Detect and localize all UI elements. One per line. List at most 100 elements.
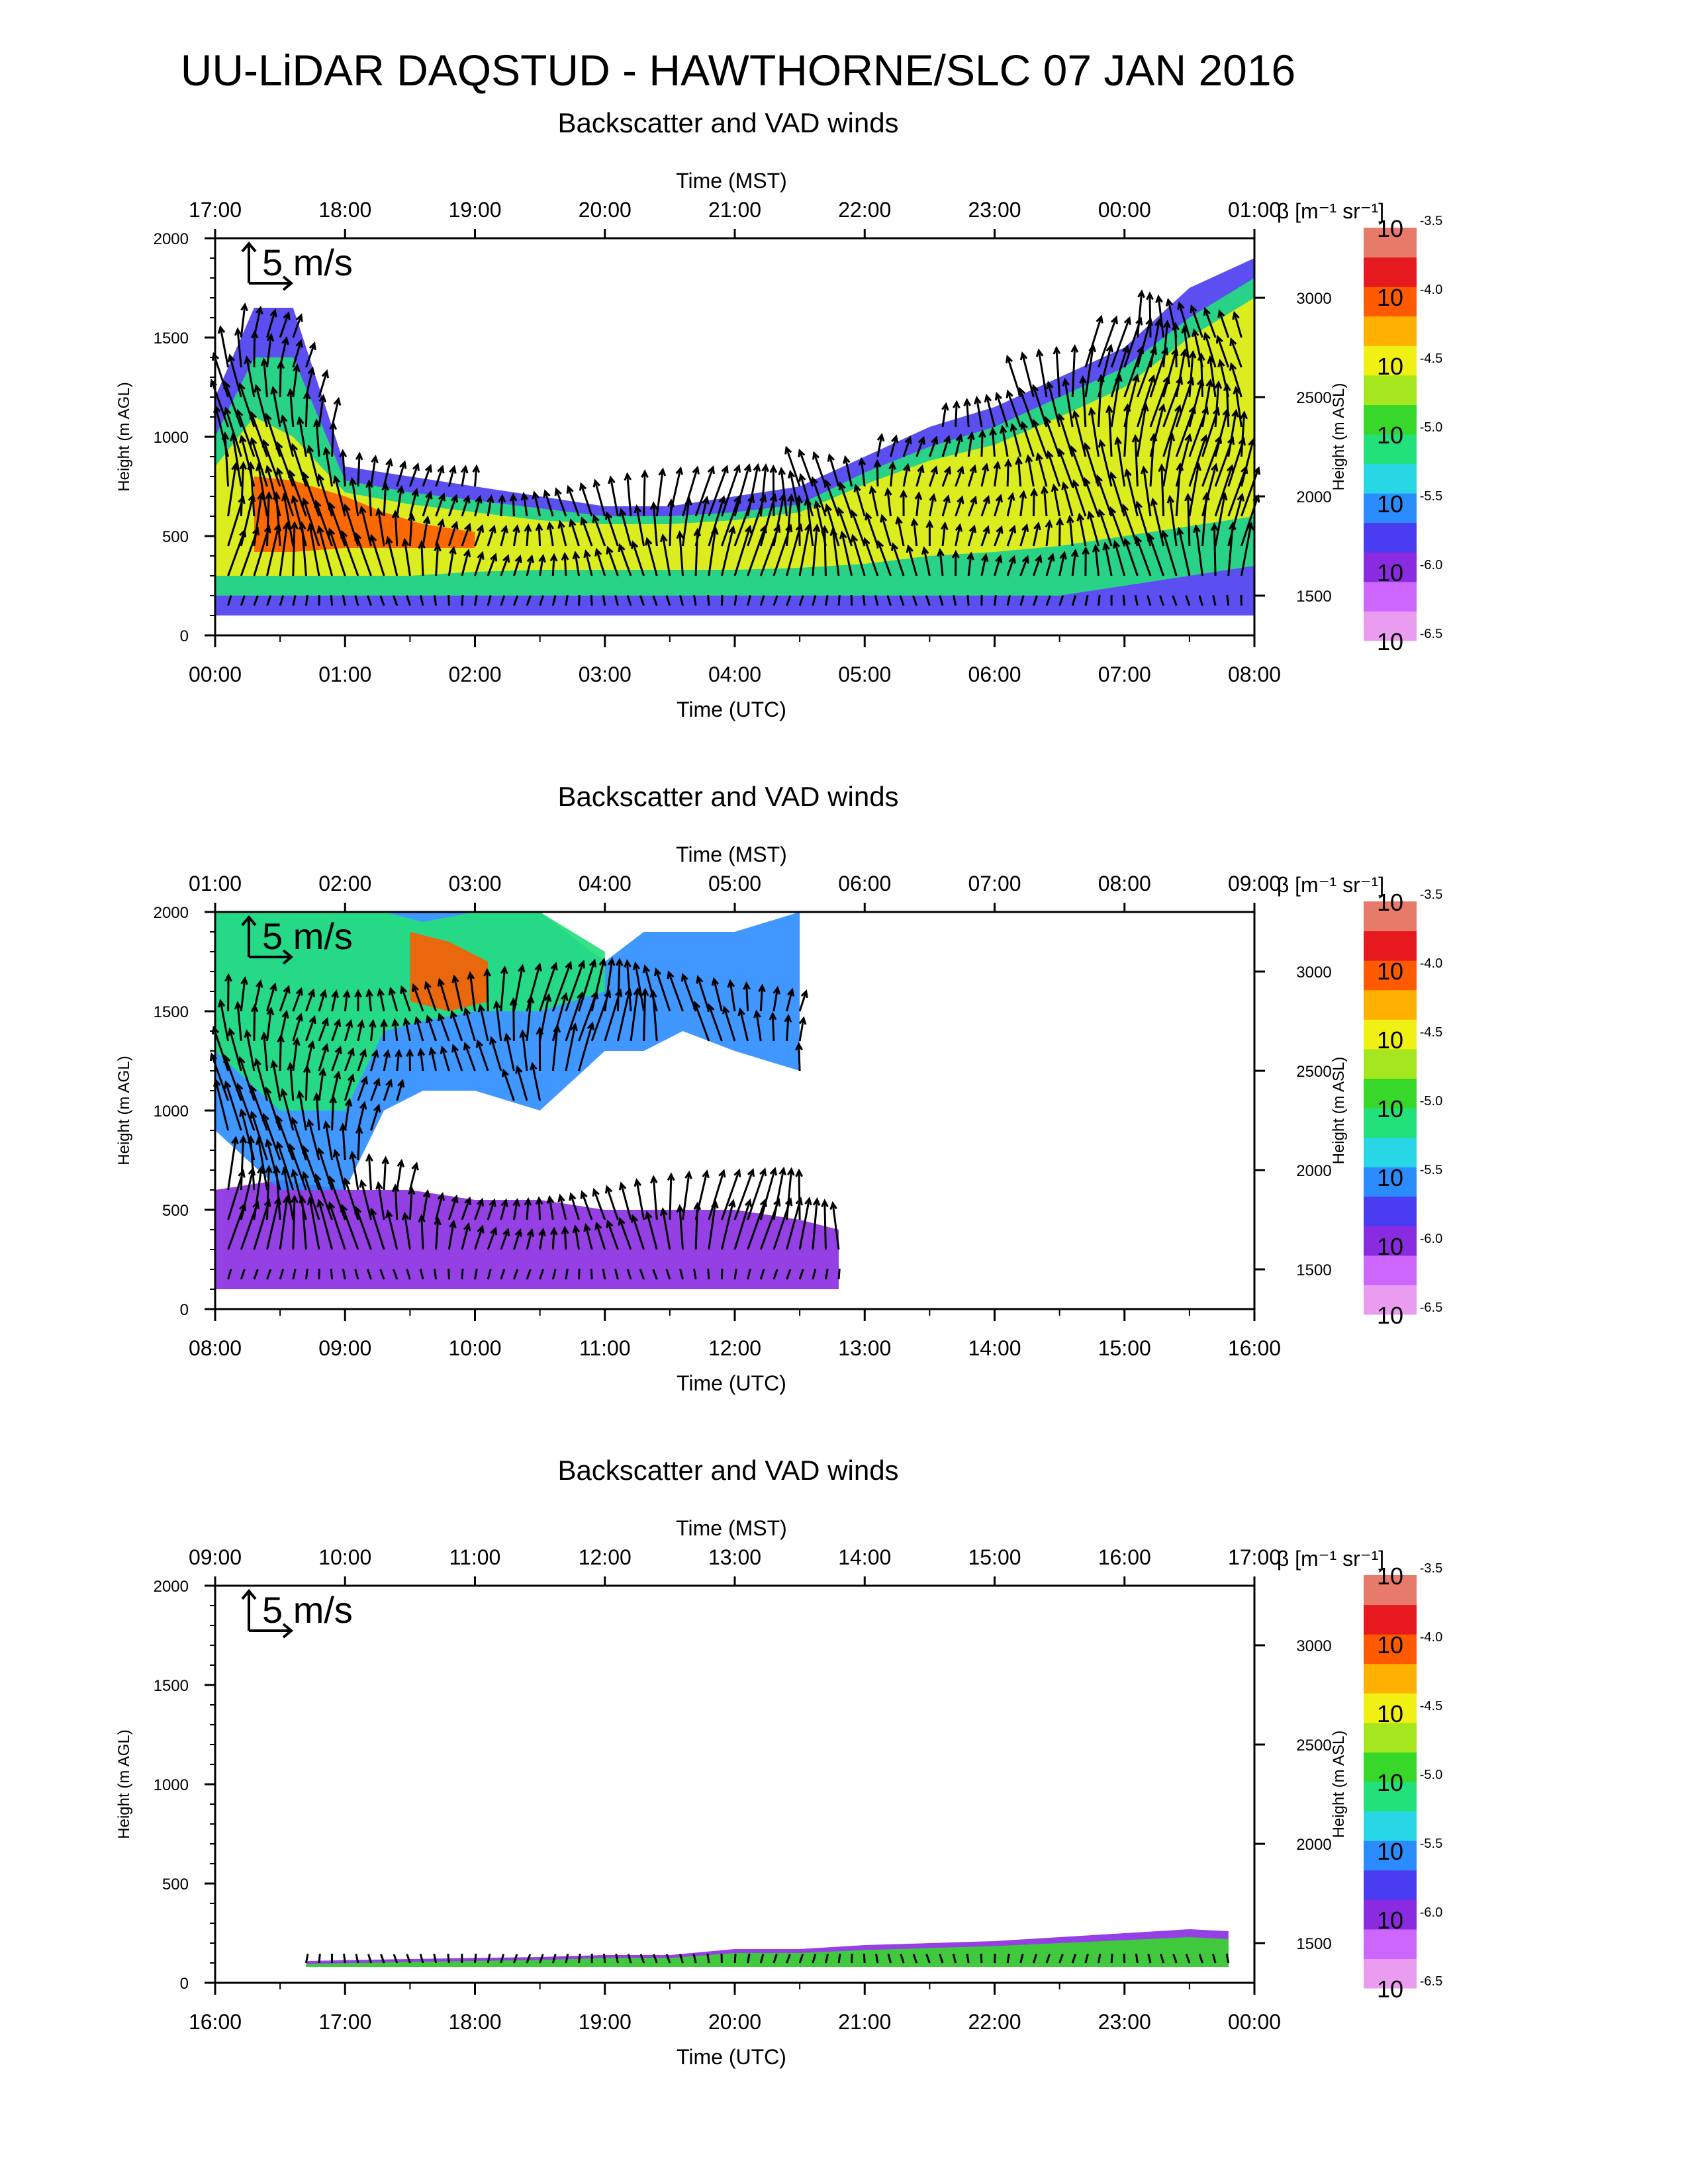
wind-arrow xyxy=(406,1269,411,1280)
wind-arrow-head xyxy=(631,540,639,549)
x-tick-label: 21:00 xyxy=(838,2010,891,2034)
wind-arrow xyxy=(1071,595,1077,606)
wind-arrow xyxy=(551,1228,555,1250)
wind-arrow-head xyxy=(489,1036,497,1045)
wind-arrow-head xyxy=(260,357,269,367)
wind-arrow xyxy=(1006,390,1022,428)
wind-arrow-head xyxy=(244,355,252,365)
wind-arrow-head xyxy=(532,490,539,500)
wind-arrow-head xyxy=(254,1058,261,1067)
wind-arrow-head xyxy=(1096,474,1103,483)
wind-arrow xyxy=(565,594,569,606)
wind-arrow xyxy=(490,1038,502,1071)
wind-arrow xyxy=(531,1064,541,1101)
wind-arrow-head xyxy=(489,524,496,533)
wind-arrow-head xyxy=(676,1204,684,1213)
wind-arrow-head xyxy=(518,964,526,973)
wind-arrow-head xyxy=(798,473,806,482)
wind-arrow-head xyxy=(773,523,781,533)
wind-arrow xyxy=(1123,347,1143,398)
wind-arrow xyxy=(713,979,723,1012)
wind-arrow-head xyxy=(270,1059,278,1069)
wind-arrow xyxy=(708,466,728,517)
wind-arrow xyxy=(272,387,281,428)
wind-arrow xyxy=(526,1954,532,1964)
wind-arrow-head xyxy=(557,520,565,529)
colorbar-tick-base: 10 xyxy=(1377,1095,1403,1122)
wind-arrow-head xyxy=(561,992,569,1001)
wind-arrow xyxy=(403,1213,411,1250)
wind-arrow xyxy=(1218,310,1230,338)
wind-scale-vertical-arrow xyxy=(241,915,257,957)
wind-arrow-head xyxy=(411,1161,419,1171)
wind-arrow-head xyxy=(296,416,305,426)
wind-arrow xyxy=(1227,467,1247,517)
wind-arrow xyxy=(360,507,372,547)
wind-arrow xyxy=(1094,545,1100,576)
wind-arrow xyxy=(331,1020,340,1042)
wind-arrow xyxy=(1116,438,1126,487)
wind-arrow xyxy=(370,1209,385,1250)
wind-arrow xyxy=(900,1954,905,1964)
wind-arrow-head xyxy=(1062,377,1070,387)
wind-arrow xyxy=(837,1953,841,1964)
wind-arrow xyxy=(227,1269,232,1280)
wind-arrow-head xyxy=(355,451,363,461)
wind-arrow xyxy=(720,465,740,517)
wind-arrow xyxy=(590,594,593,606)
wind-arrow-head xyxy=(1149,345,1157,355)
x2-tick-label: 14:00 xyxy=(838,1545,891,1569)
wind-arrow xyxy=(246,1031,256,1071)
wind-arrow xyxy=(447,1196,457,1220)
wind-arrow-head xyxy=(333,396,342,406)
wind-arrow xyxy=(626,1269,632,1280)
wind-arrow-head xyxy=(535,522,543,531)
wind-arrow-head xyxy=(359,1179,367,1188)
wind-arrow xyxy=(565,1268,569,1280)
wind-arrow xyxy=(318,1044,328,1071)
wind-arrow xyxy=(464,1009,476,1042)
wind-arrow xyxy=(342,595,346,606)
wind-arrow-head xyxy=(863,537,870,546)
wind-arrow xyxy=(266,524,280,576)
wind-arrow-head xyxy=(238,1169,246,1178)
x-tick-label: 00:00 xyxy=(189,662,242,686)
wind-arrow xyxy=(1019,595,1025,606)
wind-arrow xyxy=(318,991,326,1012)
wind-arrow xyxy=(1045,554,1054,576)
wind-arrow-head xyxy=(333,1070,342,1079)
wind-arrow-head xyxy=(900,489,908,498)
wind-arrow-head xyxy=(1160,529,1169,539)
wind-arrow xyxy=(902,465,909,487)
wind-arrow-head xyxy=(354,989,362,998)
wind-arrow xyxy=(733,1169,754,1220)
wind-arrow-head xyxy=(418,1214,426,1223)
x-tick-label: 09:00 xyxy=(318,1336,371,1360)
wind-arrow xyxy=(240,595,246,606)
wind-arrow-head xyxy=(467,971,475,980)
wind-arrow-head xyxy=(684,1170,692,1179)
wind-arrow xyxy=(616,960,621,1012)
wind-arrow-head xyxy=(318,1068,327,1077)
wind-arrow xyxy=(902,437,912,457)
colorbar-swatch xyxy=(1364,1255,1417,1285)
wind-arrow xyxy=(305,1066,308,1101)
wind-arrow-head xyxy=(417,1047,426,1057)
wind-arrow xyxy=(652,503,658,547)
wind-arrow xyxy=(1175,435,1191,487)
wind-arrow-head xyxy=(824,503,832,512)
wind-arrow xyxy=(276,1116,295,1161)
colorbar-tick-exponent: -5.5 xyxy=(1420,489,1442,504)
wind-arrow xyxy=(876,461,879,487)
wind-arrow xyxy=(289,471,307,517)
wind-arrow-head xyxy=(974,395,982,405)
colorbar-swatch xyxy=(1364,1811,1417,1841)
wind-arrow-head xyxy=(1197,352,1205,361)
wind-arrow xyxy=(1017,458,1022,487)
wind-arrow xyxy=(303,498,320,547)
wind-arrow xyxy=(303,1146,320,1191)
wind-arrow xyxy=(1001,427,1009,457)
wind-arrow xyxy=(393,1954,399,1964)
